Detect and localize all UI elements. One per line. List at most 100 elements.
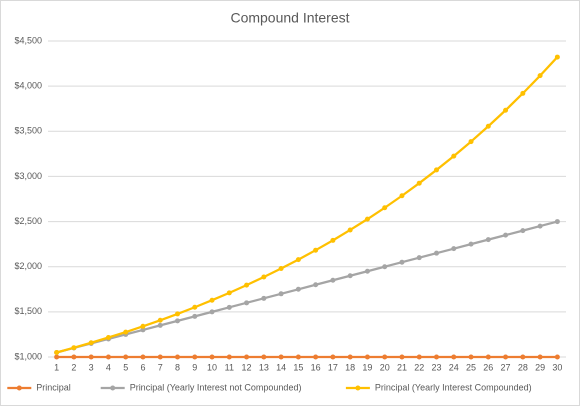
x-tick-label: 30: [552, 362, 562, 372]
x-tick-label: 16: [311, 362, 321, 372]
legend-label: Principal (Yearly Interest Compounded): [375, 382, 532, 392]
data-point: [209, 309, 215, 315]
data-point: [192, 313, 198, 319]
y-tick-label: $4,500: [14, 35, 42, 45]
data-point: [364, 268, 370, 274]
data-point: [295, 286, 301, 292]
data-point: [54, 354, 60, 360]
data-point: [157, 354, 163, 360]
data-point: [520, 354, 526, 360]
data-point: [554, 219, 560, 225]
data-point: [88, 354, 94, 360]
data-point: [451, 153, 457, 159]
x-tick-label: 27: [501, 362, 511, 372]
data-point: [71, 345, 77, 351]
chart-title: Compound Interest: [230, 10, 349, 26]
data-point: [278, 354, 284, 360]
data-point: [295, 354, 301, 360]
data-point: [434, 167, 439, 173]
legend-marker: [110, 385, 116, 391]
data-point: [278, 291, 284, 297]
data-point: [123, 329, 129, 335]
data-point: [209, 354, 215, 360]
data-point: [537, 73, 543, 79]
data-point: [416, 354, 422, 360]
legend-label: Principal (Yearly Interest not Compounde…: [130, 382, 302, 392]
data-point: [554, 54, 560, 60]
x-tick-label: 8: [175, 362, 180, 372]
x-tick-label: 12: [242, 362, 252, 372]
data-point: [520, 228, 526, 234]
data-point: [503, 232, 509, 238]
data-point: [261, 354, 267, 360]
data-point: [416, 180, 422, 186]
data-point: [399, 259, 405, 265]
data-point: [485, 123, 491, 129]
y-tick-label: $1,500: [14, 306, 42, 316]
data-point: [157, 317, 163, 323]
data-point: [330, 237, 336, 243]
x-tick-label: 15: [293, 362, 303, 372]
x-tick-label: 4: [106, 362, 111, 372]
data-point: [520, 90, 526, 96]
data-point: [192, 304, 198, 310]
y-tick-label: $3,000: [14, 171, 42, 181]
data-point: [175, 311, 180, 317]
x-tick-label: 22: [414, 362, 424, 372]
data-point: [226, 354, 232, 360]
data-point: [364, 216, 370, 222]
data-point: [192, 354, 198, 360]
x-tick-label: 9: [192, 362, 197, 372]
data-point: [382, 205, 388, 211]
y-tick-label: $3,500: [14, 126, 42, 136]
data-point: [226, 290, 232, 296]
y-tick-label: $2,000: [14, 261, 42, 271]
data-point: [54, 349, 60, 355]
data-point: [226, 304, 232, 310]
x-tick-label: 11: [225, 362, 234, 372]
x-tick-label: 25: [466, 362, 476, 372]
data-point: [278, 266, 284, 272]
data-point: [364, 354, 370, 360]
data-point: [330, 277, 336, 283]
x-tick-label: 13: [259, 362, 269, 372]
x-tick-label: 6: [140, 362, 145, 372]
data-point: [261, 274, 267, 280]
data-point: [313, 247, 319, 253]
data-point: [244, 354, 250, 360]
x-tick-label: 26: [483, 362, 493, 372]
legend-marker: [355, 385, 361, 391]
x-tick-label: 3: [89, 362, 94, 372]
data-point: [105, 334, 111, 340]
x-tick-label: 19: [362, 362, 372, 372]
data-point: [123, 354, 129, 360]
x-tick-label: 24: [449, 362, 459, 372]
data-point: [105, 354, 111, 360]
x-tick-label: 23: [431, 362, 441, 372]
x-tick-label: 20: [380, 362, 390, 372]
y-tick-label: $2,500: [14, 216, 42, 226]
x-tick-label: 2: [71, 362, 76, 372]
x-tick-label: 14: [276, 362, 286, 372]
data-point: [261, 295, 267, 301]
series-line: [56, 56, 559, 354]
data-point: [313, 282, 319, 288]
x-tick-label: 5: [123, 362, 128, 372]
data-point: [140, 323, 146, 329]
data-point: [140, 327, 146, 333]
data-point: [244, 282, 250, 288]
data-point: [244, 300, 250, 306]
y-tick-label: $4,000: [14, 81, 42, 91]
data-point: [157, 322, 163, 328]
data-point: [503, 354, 509, 360]
x-tick-label: 29: [535, 362, 545, 372]
data-point: [313, 354, 319, 360]
x-tick-label: 17: [328, 362, 338, 372]
data-point: [295, 257, 301, 263]
x-tick-label: 10: [207, 362, 217, 372]
data-point: [347, 354, 353, 360]
data-point: [503, 107, 509, 113]
